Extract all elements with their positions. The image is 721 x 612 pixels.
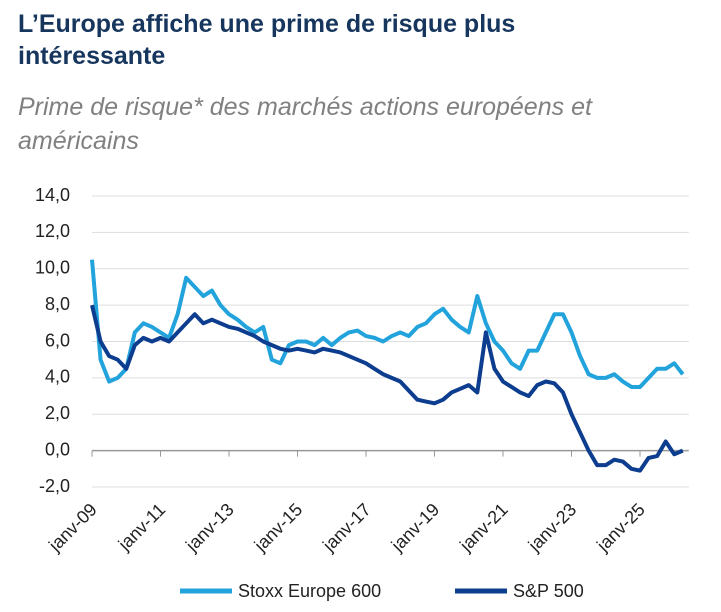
y-tick-label: 6,0: [45, 330, 70, 350]
y-tick-label: 4,0: [45, 367, 70, 387]
x-tick-label: janv-21: [455, 499, 512, 556]
y-tick-label: 14,0: [35, 185, 70, 205]
chart-subtitle: Prime de risque* des marchés actions eur…: [18, 93, 592, 155]
x-tick-label: janv-19: [387, 499, 444, 556]
x-tick-label: janv-13: [181, 499, 238, 556]
x-tick-label: janv-23: [524, 499, 581, 556]
series-line: [90, 259, 685, 389]
y-tick-label: -2,0: [39, 476, 70, 496]
y-tick-label: 10,0: [35, 258, 70, 278]
legend-label: S&P 500: [513, 581, 584, 601]
legend-label: Stoxx Europe 600: [238, 581, 381, 601]
x-tick-label: janv-15: [250, 499, 307, 556]
y-tick-label: 0,0: [45, 439, 70, 459]
series-line: [90, 304, 684, 473]
x-tick-label: janv-11: [114, 499, 170, 555]
y-tick-label: 12,0: [35, 221, 70, 241]
x-tick-label: janv-17: [318, 499, 375, 556]
y-tick-label: 8,0: [45, 294, 70, 314]
y-tick-label: 2,0: [45, 403, 70, 423]
x-tick-label: janv-09: [44, 499, 101, 556]
chart-title: L’Europe affiche une prime de risque plu…: [18, 10, 516, 70]
x-tick-label: janv-25: [592, 499, 649, 556]
